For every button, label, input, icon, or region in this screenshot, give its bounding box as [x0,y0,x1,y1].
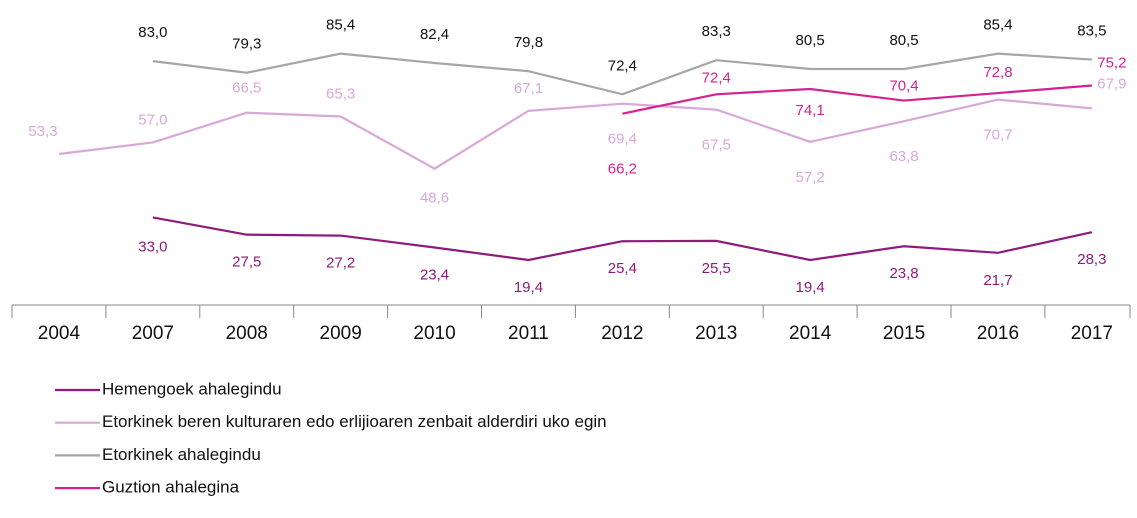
x-tick-label: 2007 [132,323,174,344]
legend-label: Guztion ahalegina [102,478,240,497]
x-tick-label: 2017 [1071,323,1113,344]
value-label: 70,7 [983,127,1012,144]
series-line [152,216,1093,262]
value-label: 19,4 [796,279,825,296]
value-label: 25,5 [702,260,731,277]
value-label: 85,4 [983,17,1012,34]
value-label: 25,4 [608,260,637,277]
value-label: 72,4 [702,69,731,86]
value-label: 80,5 [796,32,825,49]
value-label: 82,4 [420,26,449,43]
value-label: 83,0 [138,24,167,41]
x-tick-label: 2014 [789,323,832,344]
value-label: 83,5 [1077,23,1106,40]
value-label: 70,4 [889,78,918,95]
value-label: 75,2 [1097,55,1126,72]
value-label: 53,3 [28,123,57,140]
x-tick-label: 2015 [883,323,925,344]
x-tick-label: 2012 [601,323,643,344]
series-line [622,84,1092,115]
value-label: 27,5 [232,254,261,271]
value-label: 72,4 [608,57,637,74]
value-label: 19,4 [514,279,543,296]
value-label: 21,7 [983,272,1012,289]
value-label: 83,3 [702,23,731,40]
value-label: 66,2 [608,161,637,178]
value-label: 79,3 [232,36,261,53]
value-label: 23,4 [420,266,449,283]
value-label: 23,8 [889,265,918,282]
x-tick-label: 2004 [38,323,81,344]
x-tick-label: 2016 [977,323,1019,344]
series-line [152,52,1092,96]
x-tick-label: 2009 [320,323,362,344]
value-label: 79,8 [514,34,543,51]
value-label: 67,5 [702,137,731,154]
value-label: 63,8 [889,148,918,165]
value-label: 74,1 [796,102,825,119]
x-tick-label: 2008 [226,323,268,344]
legend-label: Hemengoek ahalegindu [102,379,282,398]
value-label: 85,4 [326,17,355,34]
x-tick-label: 2010 [413,323,455,344]
legend-label: Etorkinek ahalegindu [102,445,261,464]
value-label: 67,9 [1097,75,1126,92]
value-label: 66,5 [232,80,261,97]
series-line [58,98,1092,170]
value-label: 57,2 [796,169,825,186]
value-label: 48,6 [420,190,449,207]
x-tick-label: 2013 [695,323,737,344]
value-label: 28,3 [1077,251,1106,268]
x-tick-label: 2011 [508,323,549,344]
value-label: 80,5 [889,32,918,49]
legend-label: Etorkinek beren kulturaren edo erlijioar… [102,412,607,431]
value-label: 65,3 [326,85,355,102]
value-label: 72,8 [983,64,1012,81]
value-label: 67,1 [514,80,543,97]
value-label: 69,4 [608,131,637,148]
value-label: 27,2 [326,255,355,272]
value-label: 33,0 [138,238,167,255]
value-label: 57,0 [138,111,167,128]
